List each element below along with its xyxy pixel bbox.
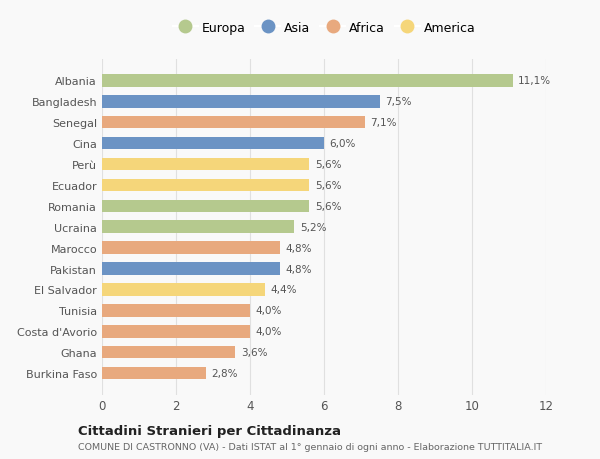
Bar xyxy=(102,200,309,213)
Text: 5,2%: 5,2% xyxy=(300,222,326,232)
Text: 11,1%: 11,1% xyxy=(518,76,551,86)
Bar xyxy=(102,158,309,171)
Text: 4,4%: 4,4% xyxy=(271,285,297,295)
Bar xyxy=(102,221,295,234)
Text: 7,1%: 7,1% xyxy=(370,118,397,128)
Bar xyxy=(102,284,265,296)
Legend: Europa, Asia, Africa, America: Europa, Asia, Africa, America xyxy=(170,19,478,37)
Text: 5,6%: 5,6% xyxy=(315,160,341,170)
Text: COMUNE DI CASTRONNO (VA) - Dati ISTAT al 1° gennaio di ogni anno - Elaborazione : COMUNE DI CASTRONNO (VA) - Dati ISTAT al… xyxy=(78,442,542,451)
Text: 6,0%: 6,0% xyxy=(329,139,356,149)
Bar xyxy=(102,346,235,358)
Text: 5,6%: 5,6% xyxy=(315,202,341,211)
Text: 7,5%: 7,5% xyxy=(385,97,412,107)
Bar xyxy=(102,304,250,317)
Bar xyxy=(102,179,309,192)
Bar xyxy=(102,138,324,150)
Bar xyxy=(102,242,280,254)
Bar xyxy=(102,325,250,338)
Text: 3,6%: 3,6% xyxy=(241,347,267,358)
Bar xyxy=(102,75,513,87)
Text: 4,8%: 4,8% xyxy=(285,243,311,253)
Text: 2,8%: 2,8% xyxy=(211,368,238,378)
Text: 5,6%: 5,6% xyxy=(315,180,341,190)
Text: 4,8%: 4,8% xyxy=(285,264,311,274)
Bar xyxy=(102,263,280,275)
Bar xyxy=(102,117,365,129)
Bar xyxy=(102,367,206,380)
Text: 4,0%: 4,0% xyxy=(256,326,282,336)
Text: 4,0%: 4,0% xyxy=(256,306,282,316)
Text: Cittadini Stranieri per Cittadinanza: Cittadini Stranieri per Cittadinanza xyxy=(78,425,341,437)
Bar xyxy=(102,96,380,108)
